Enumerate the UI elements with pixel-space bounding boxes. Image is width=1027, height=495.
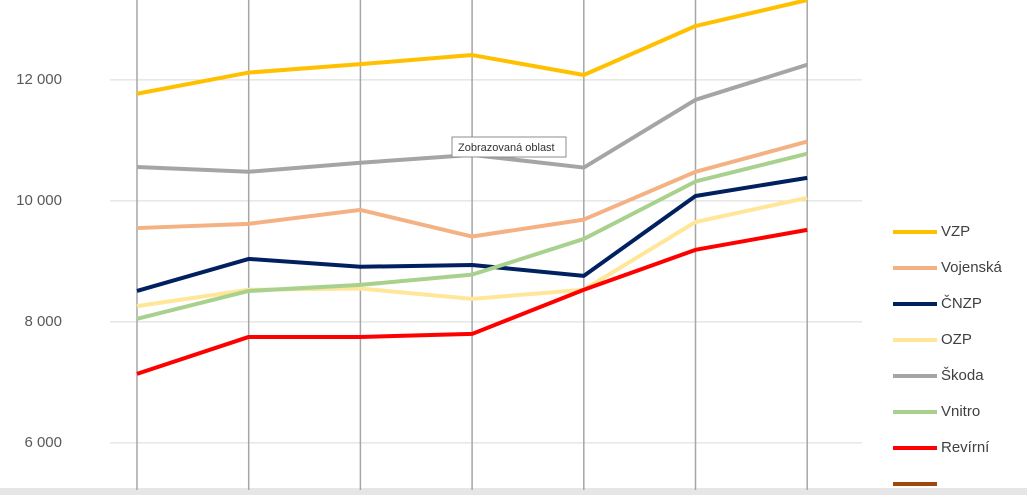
series-line [136, 227, 808, 376]
series-line [136, 151, 808, 321]
legend: VZP Vojenská ČNZP OZP Škoda Vnitro Revírní [893, 223, 1003, 486]
tooltip-box [451, 136, 567, 158]
tooltip: Zobrazovaná oblast [451, 136, 567, 158]
series-line [136, 0, 808, 96]
legend-label: OZP [941, 331, 972, 348]
legend-label: Vojenská [941, 259, 1003, 276]
lines [136, 0, 808, 376]
legend-label: Škoda [941, 367, 984, 384]
legend-label: ČNZP [941, 295, 982, 312]
bottom-band [0, 488, 1027, 495]
y-tick-label: 12 000 [16, 71, 62, 88]
legend-label: Revírní [941, 439, 990, 456]
y-tick-label: 8 000 [24, 313, 62, 330]
tooltip-text: Zobrazovaná oblast [458, 142, 555, 154]
legend-label: VZP [941, 223, 970, 240]
y-tick-label: 10 000 [16, 192, 62, 209]
y-tick-label: 6 000 [24, 434, 62, 451]
series-line [136, 175, 808, 293]
legend-label: Vnitro [941, 403, 980, 420]
grid: 6 000 8 000 10 000 12 000 [16, 0, 862, 490]
series-line [136, 139, 808, 239]
